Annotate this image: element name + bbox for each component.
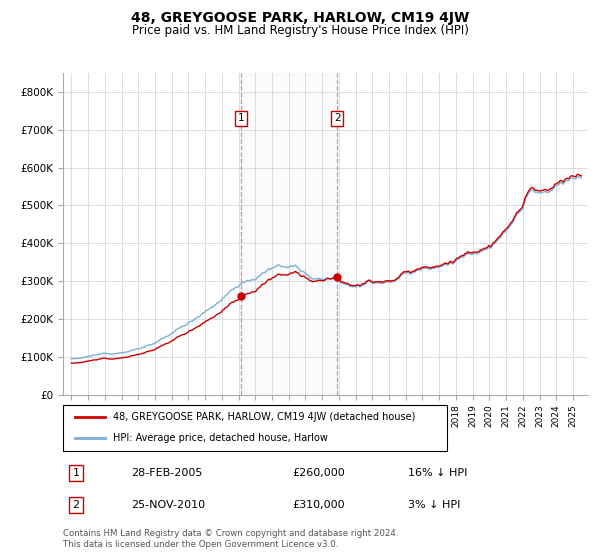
Text: Price paid vs. HM Land Registry's House Price Index (HPI): Price paid vs. HM Land Registry's House … <box>131 24 469 36</box>
Text: 48, GREYGOOSE PARK, HARLOW, CM19 4JW (detached house): 48, GREYGOOSE PARK, HARLOW, CM19 4JW (de… <box>113 412 415 422</box>
Text: Contains HM Land Registry data © Crown copyright and database right 2024.
This d: Contains HM Land Registry data © Crown c… <box>63 529 398 549</box>
Text: 1: 1 <box>238 113 244 123</box>
FancyBboxPatch shape <box>63 405 447 451</box>
Text: 28-FEB-2005: 28-FEB-2005 <box>131 468 202 478</box>
Text: 25-NOV-2010: 25-NOV-2010 <box>131 500 205 510</box>
Text: 3% ↓ HPI: 3% ↓ HPI <box>407 500 460 510</box>
Text: HPI: Average price, detached house, Harlow: HPI: Average price, detached house, Harl… <box>113 433 328 444</box>
Text: 48, GREYGOOSE PARK, HARLOW, CM19 4JW: 48, GREYGOOSE PARK, HARLOW, CM19 4JW <box>131 11 469 25</box>
Text: £260,000: £260,000 <box>293 468 346 478</box>
Text: £310,000: £310,000 <box>293 500 346 510</box>
Bar <box>241 73 337 395</box>
Text: 16% ↓ HPI: 16% ↓ HPI <box>407 468 467 478</box>
Text: 1: 1 <box>73 468 80 478</box>
Text: 2: 2 <box>334 113 341 123</box>
Text: 2: 2 <box>73 500 80 510</box>
